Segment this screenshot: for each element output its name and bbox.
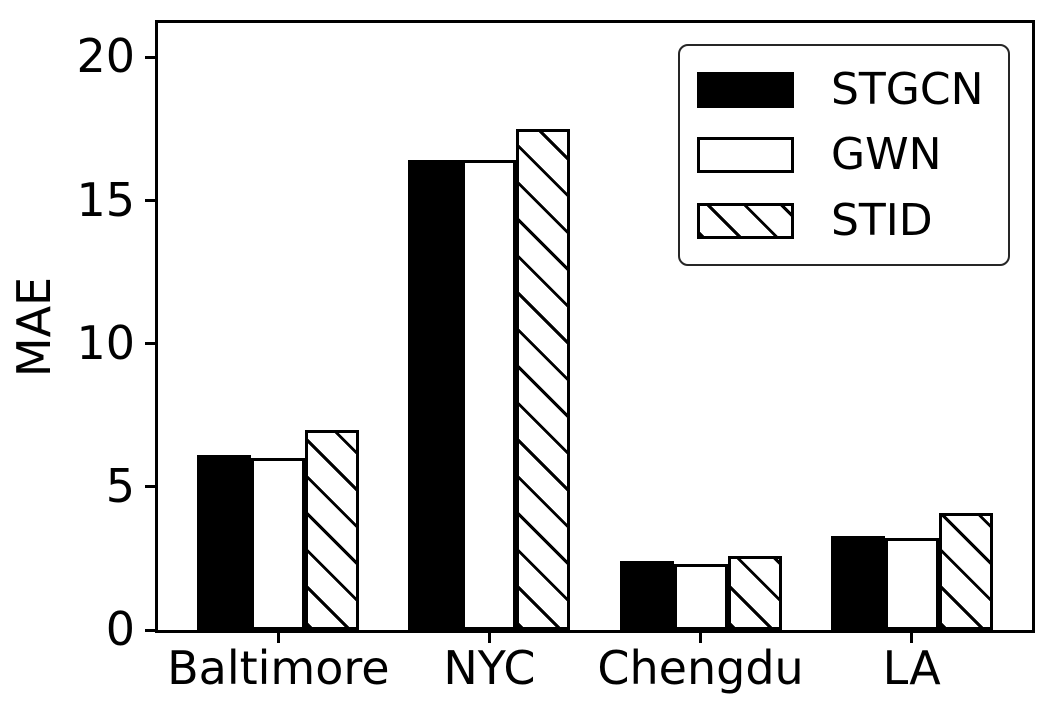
legend-label: STGCN xyxy=(831,63,984,115)
bar-gwn-baltimore xyxy=(251,458,306,630)
y-tick-label: 5 xyxy=(105,458,135,513)
y-tick-mark xyxy=(145,199,155,203)
bar-stid-nyc xyxy=(516,128,571,630)
legend-swatch-gwn xyxy=(697,137,794,173)
y-tick-label: 0 xyxy=(105,602,135,657)
x-tick-mark xyxy=(699,633,703,643)
x-tick-label-nyc: NYC xyxy=(443,641,536,695)
x-tick-mark xyxy=(276,633,280,643)
y-tick-mark xyxy=(145,485,155,489)
bar-stid-baltimore xyxy=(305,429,360,630)
bar-stgcn-la xyxy=(830,535,885,630)
legend-label: GWN xyxy=(831,129,942,180)
plot-area: 0 5 10 15 20 STGCN GWN STID xyxy=(76,20,1035,652)
legend-swatch-stid xyxy=(697,202,794,239)
bar-stid-chengdu xyxy=(727,555,782,630)
bar-stgcn-nyc xyxy=(408,160,463,630)
y-tick-mark xyxy=(145,342,155,346)
y-tick-mark xyxy=(145,55,155,59)
legend-entry-stid: STID xyxy=(697,194,1008,246)
y-tick-label: 10 xyxy=(76,315,135,370)
bar-stgcn-chengdu xyxy=(619,561,674,630)
y-tick-label: 15 xyxy=(76,172,135,227)
legend-entry-stgcn: STGCN xyxy=(697,63,1008,115)
bar-gwn-chengdu xyxy=(673,564,728,630)
legend-swatch-stgcn xyxy=(697,71,794,108)
bar-stgcn-baltimore xyxy=(197,455,252,630)
legend: STGCN GWN STID xyxy=(678,44,1010,266)
bar-stid-la xyxy=(938,512,993,630)
x-tick-label-baltimore: Baltimore xyxy=(167,641,390,695)
x-tick-mark xyxy=(910,633,914,643)
bar-gwn-la xyxy=(884,538,939,630)
legend-entry-gwn: GWN xyxy=(697,133,1008,177)
x-tick-mark xyxy=(487,633,491,643)
x-tick-label-la: LA xyxy=(882,641,941,695)
legend-label: STID xyxy=(831,194,933,246)
bar-gwn-nyc xyxy=(462,160,517,630)
x-tick-label-chengdu: Chengdu xyxy=(597,641,804,695)
y-tick-mark xyxy=(145,628,155,632)
y-tick-label: 20 xyxy=(76,29,135,84)
